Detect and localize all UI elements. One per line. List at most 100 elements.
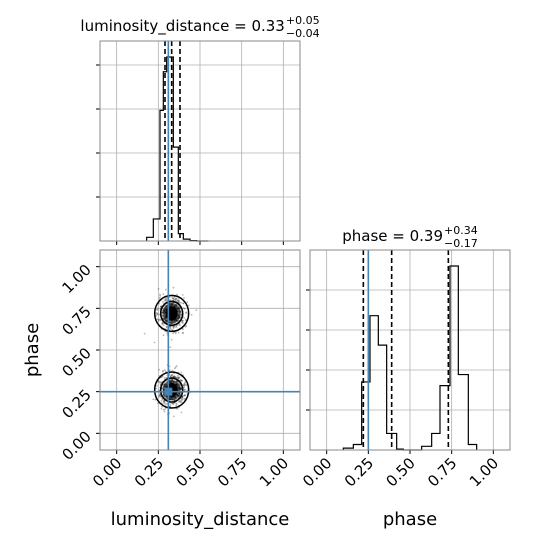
scatter-point	[171, 378, 174, 381]
scatter-point	[156, 309, 159, 312]
scatter-point	[171, 369, 174, 372]
scatter-point	[173, 325, 176, 328]
phase-hist-xtick-label: 0.25	[341, 454, 377, 490]
scatter-point	[170, 338, 173, 341]
scatter-point	[169, 325, 172, 328]
scatter-point	[184, 394, 186, 397]
scatter-point	[161, 323, 164, 326]
scatter-xtick-label: 0.75	[214, 454, 250, 490]
scatter-point	[163, 400, 165, 402]
scatter-point	[164, 403, 167, 406]
scatter-point	[172, 415, 175, 418]
scatter-point	[157, 319, 160, 322]
scatter-point	[180, 399, 183, 402]
scatter-point	[159, 381, 161, 384]
scatter-point	[159, 294, 162, 297]
scatter-point	[164, 288, 167, 291]
y-axis-label-phase: phase	[22, 323, 43, 377]
scatter-point	[163, 400, 166, 402]
scatter-point	[178, 301, 181, 304]
contour-inner-0	[159, 300, 184, 327]
scatter-point	[159, 395, 162, 398]
scatter-point	[181, 396, 184, 398]
title-luminosity-distance-text: luminosity_distance = 0.33	[80, 17, 284, 36]
scatter-point	[178, 323, 180, 326]
scatter-point	[169, 405, 172, 407]
scatter-frame	[99, 249, 301, 451]
scatter-point	[165, 325, 168, 328]
scatter-point	[170, 322, 172, 325]
scatter-point	[175, 365, 178, 367]
scatter-point	[157, 307, 160, 310]
scatter-point	[162, 394, 165, 397]
scatter-point	[177, 377, 179, 379]
scatter-point	[180, 397, 183, 400]
scatter-point	[175, 403, 178, 406]
scatter-point	[185, 384, 188, 387]
scatter-point	[172, 375, 175, 378]
scatter-point	[171, 323, 173, 325]
scatter-xtick-label: 0.50	[172, 454, 208, 490]
scatter-point	[165, 370, 167, 373]
scatter-point	[161, 322, 164, 325]
phase-hist-xtick-label: 0.75	[424, 454, 460, 490]
ld-hist-step	[146, 56, 209, 242]
scatter-point	[184, 388, 187, 391]
scatter-point	[174, 376, 177, 378]
scatter-point	[157, 288, 160, 290]
scatter-point	[183, 383, 186, 385]
scatter-point	[159, 394, 162, 397]
scatter-point	[158, 296, 161, 299]
scatter-point	[177, 374, 179, 377]
scatter-point	[182, 384, 185, 386]
scatter-point	[159, 381, 162, 383]
scatter-point	[171, 295, 174, 298]
scatter-point	[176, 376, 179, 379]
scatter-point	[162, 370, 164, 373]
scatter-point	[161, 315, 164, 317]
scatter-point	[188, 304, 190, 307]
scatter-point	[172, 372, 175, 375]
scatter-point	[173, 298, 176, 301]
ld-hist-frame	[99, 40, 301, 242]
scatter-point	[178, 377, 180, 379]
scatter-point	[172, 286, 175, 289]
scatter-point	[174, 298, 177, 300]
scatter-point	[170, 328, 172, 330]
scatter-point	[162, 293, 165, 296]
scatter-point	[185, 324, 188, 327]
scatter-point	[156, 318, 159, 321]
scatter-point	[177, 299, 180, 302]
scatter-point	[158, 394, 161, 397]
scatter-point	[184, 383, 187, 386]
scatter-point	[175, 324, 178, 327]
scatter-point	[183, 383, 186, 385]
scatter-point	[171, 402, 174, 405]
scatter-point	[174, 298, 177, 301]
scatter-point	[165, 402, 168, 405]
scatter-point	[181, 332, 184, 334]
title-phase-minus: −0.17	[444, 237, 478, 250]
scatter-point	[173, 375, 176, 378]
scatter-point	[155, 312, 158, 314]
scatter-point	[176, 293, 178, 296]
scatter-point	[179, 379, 182, 381]
scatter-point	[180, 401, 183, 404]
scatter-point	[164, 297, 167, 300]
x-axis-label-luminosity-distance: luminosity_distance	[111, 509, 290, 530]
scatter-point	[162, 402, 164, 405]
scatter-point	[181, 328, 184, 331]
scatter-point	[195, 309, 198, 311]
scatter-point	[181, 294, 184, 296]
scatter-xtick-label: 1.00	[256, 454, 292, 490]
scatter-point	[164, 369, 166, 371]
scatter-point	[158, 389, 161, 391]
scatter-point	[180, 301, 183, 304]
title-phase-plus: +0.34	[444, 224, 478, 237]
scatter-point	[184, 325, 187, 328]
phase-hist-xtick-label: 0.00	[299, 454, 335, 490]
scatter-point	[178, 399, 181, 402]
scatter-point	[186, 301, 189, 303]
scatter-point	[161, 300, 164, 303]
